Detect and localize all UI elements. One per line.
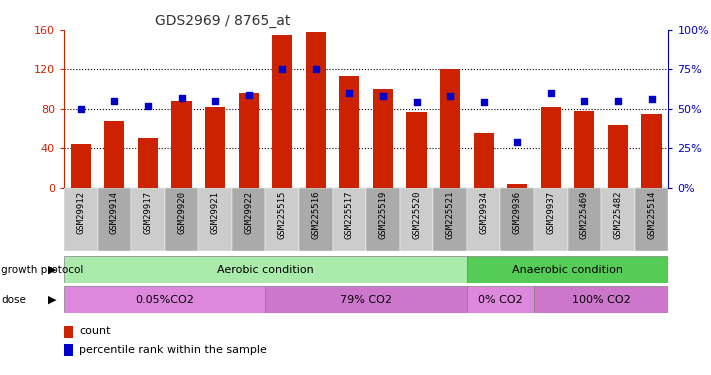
Bar [641, 114, 662, 188]
Point [444, 93, 456, 99]
Bar [306, 32, 326, 188]
Text: GSM29937: GSM29937 [546, 190, 555, 234]
Point [612, 98, 624, 104]
Bar [339, 76, 360, 188]
Text: Anaerobic condition: Anaerobic condition [512, 265, 623, 274]
Point [109, 98, 120, 104]
Point [75, 106, 87, 112]
Point [478, 99, 489, 105]
Bar [608, 126, 628, 188]
Bar [507, 184, 528, 188]
Point [579, 98, 590, 104]
Bar [574, 111, 594, 188]
Text: growth protocol: growth protocol [1, 265, 84, 274]
Point [142, 103, 154, 109]
Text: ▶: ▶ [48, 265, 57, 274]
Bar [138, 138, 158, 188]
Text: 0.05%CO2: 0.05%CO2 [135, 295, 194, 304]
Bar [467, 256, 668, 283]
Text: GSM225469: GSM225469 [580, 190, 589, 239]
Text: dose: dose [1, 295, 26, 304]
Text: GSM225520: GSM225520 [412, 190, 421, 239]
Text: GSM29921: GSM29921 [210, 190, 220, 234]
Text: GSM29934: GSM29934 [479, 190, 488, 234]
Bar [299, 188, 333, 251]
Text: GSM225519: GSM225519 [378, 190, 387, 239]
Bar [131, 188, 165, 251]
Point [210, 98, 221, 104]
Bar [265, 188, 299, 251]
Bar [205, 107, 225, 188]
Text: GSM29914: GSM29914 [110, 190, 119, 234]
Text: 0% CO2: 0% CO2 [478, 295, 523, 304]
Bar [467, 286, 534, 313]
Bar [165, 188, 198, 251]
Text: GSM29912: GSM29912 [76, 190, 85, 234]
Bar [265, 286, 467, 313]
Text: GSM225516: GSM225516 [311, 190, 320, 239]
Text: GSM225521: GSM225521 [446, 190, 454, 239]
Text: GSM225514: GSM225514 [647, 190, 656, 239]
Bar [433, 188, 467, 251]
Text: Aerobic condition: Aerobic condition [217, 265, 314, 274]
Bar [333, 188, 366, 251]
Bar [407, 112, 427, 188]
Bar [602, 188, 635, 251]
Bar [64, 344, 73, 356]
Point [378, 93, 389, 99]
Text: GSM29922: GSM29922 [244, 190, 253, 234]
Bar [534, 188, 567, 251]
Bar [400, 188, 433, 251]
Point [243, 92, 255, 98]
Bar [474, 134, 493, 188]
Bar [501, 188, 534, 251]
Text: GDS2969 / 8765_at: GDS2969 / 8765_at [154, 13, 290, 28]
Bar [70, 144, 91, 188]
Bar [97, 188, 131, 251]
Point [176, 95, 187, 101]
Text: GSM225515: GSM225515 [278, 190, 287, 239]
Text: GSM29936: GSM29936 [513, 190, 522, 234]
Text: GSM29917: GSM29917 [144, 190, 152, 234]
Point [411, 99, 422, 105]
Text: GSM225517: GSM225517 [345, 190, 354, 239]
Text: GSM29920: GSM29920 [177, 190, 186, 234]
Point [310, 66, 321, 72]
Bar [232, 188, 265, 251]
Point [545, 90, 557, 96]
Bar [198, 188, 232, 251]
Bar [635, 188, 668, 251]
Bar [567, 188, 602, 251]
Bar [440, 69, 460, 188]
Bar [534, 286, 668, 313]
Point [277, 66, 288, 72]
Text: count: count [79, 327, 111, 336]
Point [646, 96, 657, 102]
Bar [239, 93, 259, 188]
Text: 79% CO2: 79% CO2 [340, 295, 392, 304]
Bar [467, 188, 501, 251]
Bar [171, 101, 191, 188]
Text: percentile rank within the sample: percentile rank within the sample [79, 345, 267, 355]
Text: 100% CO2: 100% CO2 [572, 295, 631, 304]
Point [512, 139, 523, 145]
Bar [64, 286, 265, 313]
Bar [64, 256, 467, 283]
Bar [366, 188, 400, 251]
Bar [105, 121, 124, 188]
Bar [64, 188, 97, 251]
Bar [272, 35, 292, 188]
Text: GSM225482: GSM225482 [614, 190, 622, 239]
Bar [373, 89, 393, 188]
Bar [541, 107, 561, 188]
Bar [64, 326, 73, 338]
Point [343, 90, 355, 96]
Text: ▶: ▶ [48, 295, 57, 304]
